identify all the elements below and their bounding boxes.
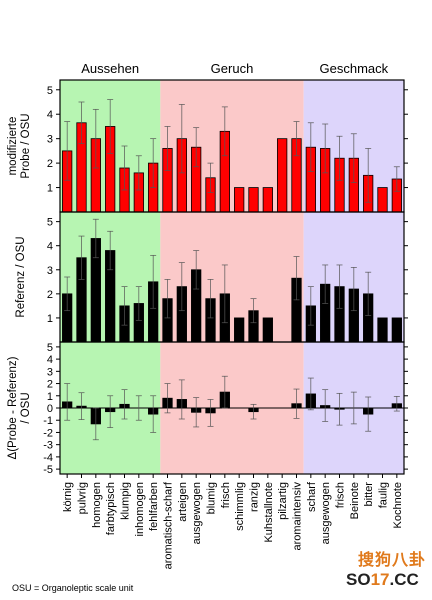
bar <box>234 317 245 343</box>
y-tick-label: 0 <box>47 403 53 415</box>
x-tick-label: pulvrig <box>77 482 89 514</box>
footnote: OSU = Organoleptic scale unit <box>12 583 134 593</box>
x-tick-label: scharf <box>306 481 318 512</box>
y-axis-label: Probe / OSU <box>20 113 32 178</box>
panel: 1 2 3 4 5 modifizierte Probe / OSU <box>7 85 408 213</box>
x-axis-tick-labels: körnig pulvrig homogen farbtypisch klumpig in… <box>62 474 404 569</box>
x-tick-label: frisch <box>220 482 232 508</box>
y-tick-label: 4 <box>47 109 53 121</box>
y-tick-label: 5 <box>47 85 53 97</box>
x-tick-label: klumpig <box>120 482 132 520</box>
y-tick-label: 2 <box>47 289 53 301</box>
x-tick-label: Kuhstallnote <box>263 482 275 543</box>
y-tick-label: 1 <box>47 391 53 403</box>
y-tick-label: -3 <box>43 440 53 452</box>
y-tick-label: 4 <box>47 241 53 253</box>
y-tick-label: 3 <box>47 366 53 378</box>
x-tick-label: bitter <box>363 482 375 507</box>
panel-frames <box>59 79 405 475</box>
bar <box>377 317 388 343</box>
bar <box>391 317 402 343</box>
y-tick-label: 3 <box>47 265 53 277</box>
y-tick-label: -1 <box>43 415 53 427</box>
x-tick-label: ausgewogen <box>320 482 332 544</box>
x-tick-label: ausgewogen <box>191 482 203 544</box>
watermark-top-text: 搜狗八卦 <box>358 552 427 569</box>
y-axis-label: Δ(Probe - Referenz) <box>7 356 19 459</box>
x-tick-label: homogen <box>91 482 103 528</box>
y-tick-label: 2 <box>47 379 53 391</box>
x-tick-label: schimmlig <box>234 482 246 531</box>
y-tick-label: -2 <box>43 427 53 439</box>
y-tick-label: 5 <box>47 342 53 354</box>
x-tick-label: Beinote <box>349 482 361 519</box>
x-tick-label: fehlfarben <box>148 482 160 531</box>
panel: 1 2 3 4 5 Referenz / OSU <box>15 217 408 343</box>
x-tick-label: aromatisch-scharf <box>163 481 175 569</box>
group-label: Geruch <box>211 61 254 76</box>
bar <box>262 187 273 213</box>
y-tick-label: -4 <box>43 452 53 464</box>
y-axis-label: modifizierte <box>7 117 19 176</box>
x-tick-label: farbtypisch <box>105 482 117 535</box>
y-tick-label: 1 <box>47 183 53 195</box>
bar <box>262 317 273 343</box>
group-labels: Aussehen Geruch Geschmack <box>81 61 388 76</box>
y-axis-label: Referenz / OSU <box>15 236 27 317</box>
watermark-bottom-text: SO17.CC <box>346 570 419 589</box>
y-tick-label: 5 <box>47 217 53 229</box>
group-label: Aussehen <box>81 61 139 76</box>
x-tick-label: pilzartig <box>277 482 289 520</box>
x-tick-label: blumig <box>206 482 218 514</box>
x-tick-label: arteigen <box>177 482 189 522</box>
bar <box>248 187 259 213</box>
x-tick-label: faulig <box>378 482 390 508</box>
x-tick-label: aromaintensiv <box>292 482 304 551</box>
x-tick-label: körnig <box>62 482 74 512</box>
y-tick-label: 4 <box>47 354 53 366</box>
y-tick-label: 3 <box>47 134 53 146</box>
y-tick-label: -5 <box>43 464 53 476</box>
y-tick-label: 2 <box>47 158 53 170</box>
group-label: Geschmack <box>320 61 389 76</box>
watermark-logo: 搜狗八卦 SO17.CC <box>340 542 426 596</box>
x-tick-label: inhomogen <box>134 482 146 536</box>
x-tick-label: ranzig <box>249 482 261 512</box>
x-tick-label: frisch <box>335 482 347 508</box>
bar <box>234 187 245 213</box>
bar <box>377 187 388 213</box>
y-axis-label: / OSU <box>20 392 32 423</box>
panel-frame <box>59 341 405 475</box>
x-tick-label: Kochnote <box>392 482 404 528</box>
y-tick-label: 1 <box>47 313 53 325</box>
bar <box>277 138 288 213</box>
